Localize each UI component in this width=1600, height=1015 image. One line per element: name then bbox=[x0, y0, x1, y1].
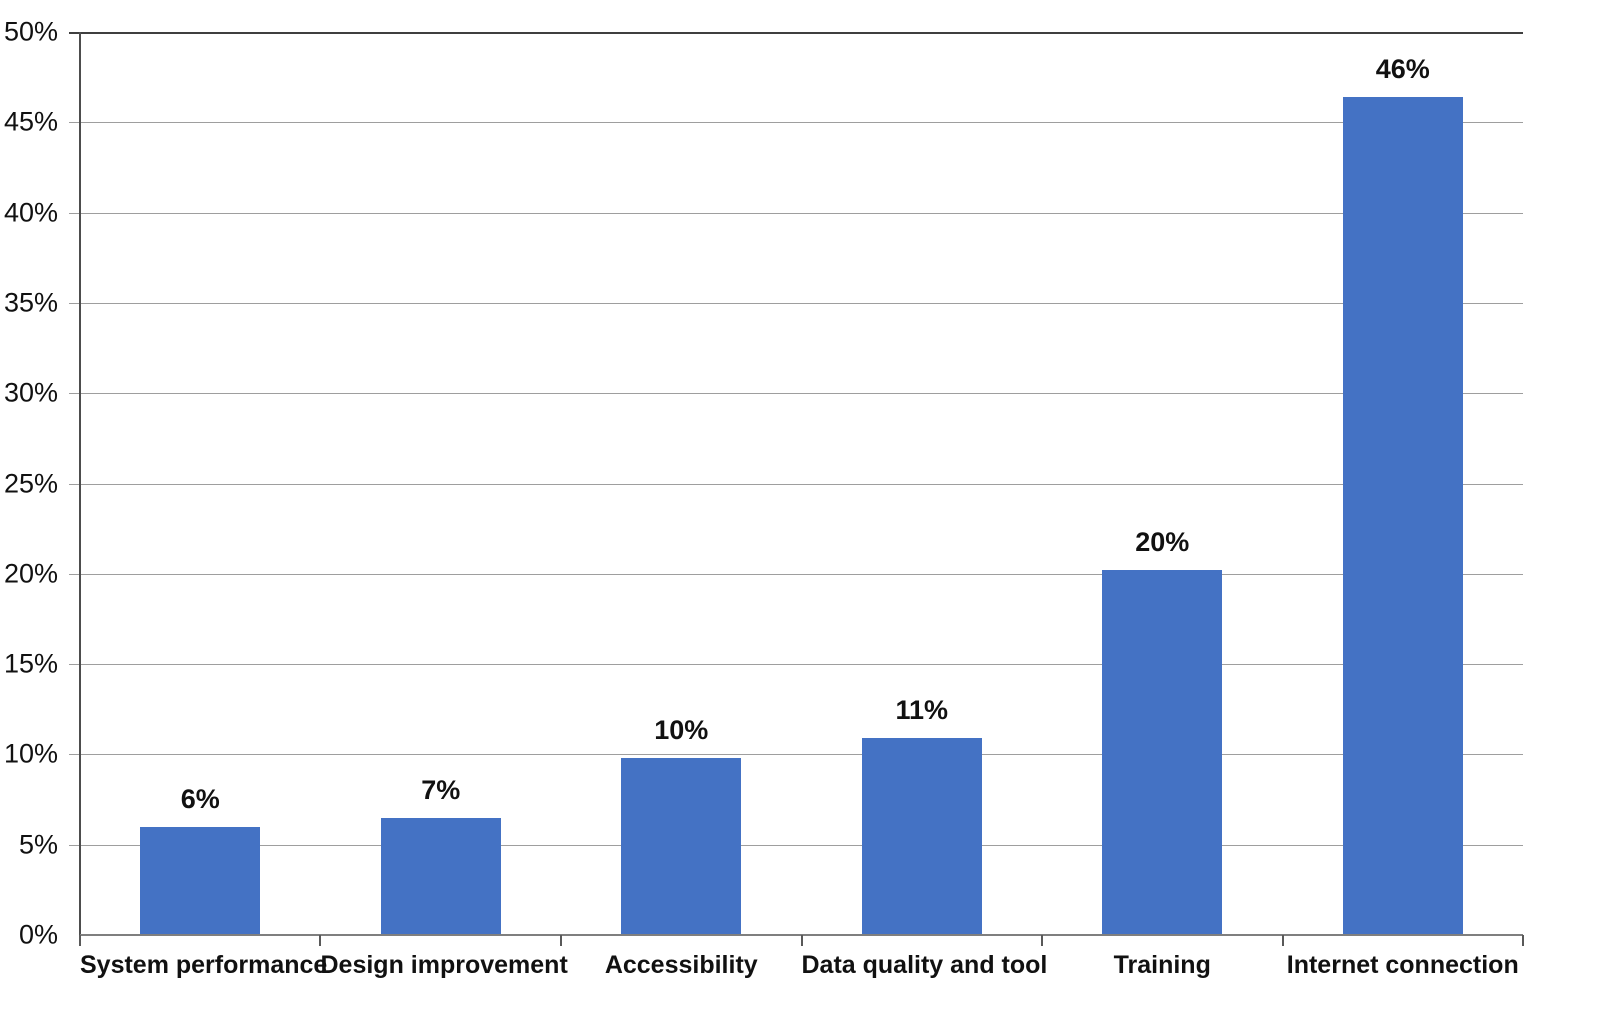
y-tick-label: 15% bbox=[3, 648, 58, 679]
y-axis-line bbox=[79, 32, 81, 945]
x-tick bbox=[319, 935, 322, 946]
x-tick bbox=[800, 935, 803, 946]
y-tick-label: 50% bbox=[3, 16, 58, 47]
bar bbox=[1102, 570, 1223, 935]
gridline bbox=[69, 32, 1523, 34]
gridline bbox=[69, 302, 1523, 304]
y-axis-labels: 0% 5% 10% 15% 20% 25% 30% 35% 40% 45% 50% bbox=[0, 18, 58, 948]
bar-value-label: 6% bbox=[180, 783, 220, 814]
category-label: Design improvement bbox=[320, 951, 568, 979]
bar-value-label: 7% bbox=[421, 774, 461, 805]
gridline bbox=[69, 483, 1523, 485]
x-tick bbox=[559, 935, 562, 946]
y-tick-label: 40% bbox=[3, 197, 58, 228]
category-label: Training bbox=[1113, 951, 1211, 979]
y-tick-label: 20% bbox=[3, 558, 58, 589]
category-label: Internet connection bbox=[1286, 951, 1519, 979]
x-tick bbox=[79, 935, 81, 946]
x-tick bbox=[1522, 935, 1524, 946]
bar bbox=[380, 817, 501, 935]
bar-value-label: 10% bbox=[654, 715, 709, 746]
gridline bbox=[69, 664, 1523, 666]
bar bbox=[861, 738, 982, 935]
x-tick bbox=[1040, 935, 1043, 946]
x-axis-labels: System performance Design improvement Acce… bbox=[80, 947, 1523, 987]
gridline bbox=[69, 844, 1523, 846]
y-tick-label: 25% bbox=[3, 468, 58, 498]
gridline bbox=[69, 393, 1523, 395]
y-tick-label: 0% bbox=[18, 919, 58, 950]
bar-value-label: 20% bbox=[1135, 527, 1190, 558]
y-tick-label: 35% bbox=[3, 287, 58, 318]
gridline bbox=[69, 212, 1523, 214]
gridline bbox=[69, 754, 1523, 756]
y-tick-label: 10% bbox=[3, 738, 58, 769]
y-tick-label: 45% bbox=[3, 106, 58, 137]
bar bbox=[1342, 97, 1463, 935]
bar-value-label: 46% bbox=[1375, 54, 1430, 85]
bar-value-label: 11% bbox=[895, 695, 949, 726]
gridline bbox=[69, 573, 1523, 575]
bar bbox=[621, 758, 742, 935]
gridline bbox=[69, 122, 1523, 124]
category-label: System performance bbox=[80, 951, 328, 979]
category-label: Accessibility bbox=[604, 951, 758, 979]
y-tick-label: 30% bbox=[3, 377, 58, 408]
y-tick-label: 5% bbox=[18, 829, 58, 860]
plot-area: 6% 7% 10% 11% 20% 46% bbox=[69, 32, 1524, 946]
x-tick bbox=[1281, 935, 1284, 946]
bar bbox=[140, 826, 261, 935]
category-label: Data quality and tool bbox=[801, 951, 1048, 979]
